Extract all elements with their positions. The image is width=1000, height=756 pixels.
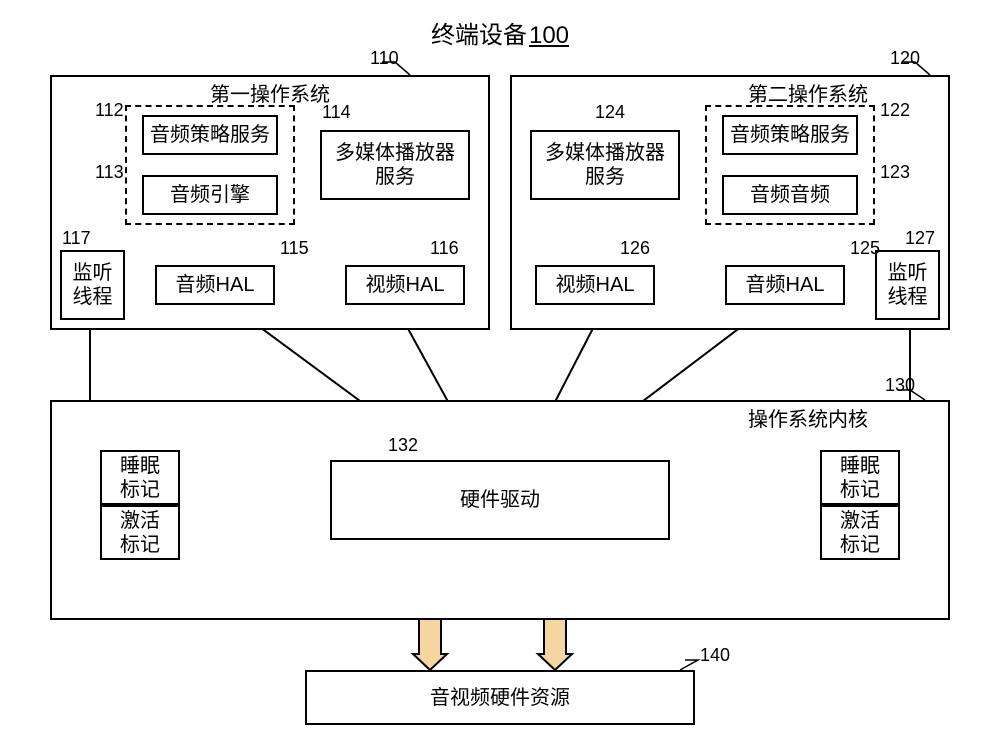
box-k_act_l: 激活标记	[100, 505, 180, 560]
box-os2_126: 视频HAL	[535, 265, 655, 305]
label-os2_125: 音频HAL	[746, 273, 825, 297]
callout-113: 113	[95, 162, 124, 183]
callout-117: 117	[62, 228, 91, 249]
callout-125: 125	[850, 238, 880, 259]
label-os1_114: 多媒体播放器服务	[335, 141, 455, 189]
callout-123: 123	[880, 162, 910, 183]
label-k_sleep_l: 睡眠标记	[120, 454, 160, 502]
label-os2_126: 视频HAL	[556, 273, 635, 297]
label-os1_115: 音频HAL	[176, 273, 255, 297]
box-k_sleep_l: 睡眠标记	[100, 450, 180, 505]
label-k_act_r: 激活标记	[840, 509, 880, 557]
callout-140: 140	[700, 645, 730, 666]
label-os2_123: 音频音频	[750, 183, 830, 207]
label-os1_113: 音频引擎	[170, 183, 250, 207]
callout-130: 130	[885, 375, 915, 396]
callout-122: 122	[880, 100, 910, 121]
diagram-title: 终端设备100	[0, 15, 1000, 50]
label-k_132: 硬件驱动	[460, 488, 540, 512]
box-os1_115: 音频HAL	[155, 265, 275, 305]
box-os2_124: 多媒体播放器服务	[530, 130, 680, 200]
box-os1_117: 监听线程	[60, 250, 125, 320]
box-os1_113: 音频引擎	[142, 175, 278, 215]
box-os1_114: 多媒体播放器服务	[320, 130, 470, 200]
label-os1_116: 视频HAL	[366, 273, 445, 297]
box-os2_122: 音频策略服务	[722, 115, 858, 155]
box-os2_125: 音频HAL	[725, 265, 845, 305]
callout-114: 114	[322, 102, 351, 123]
callout-124: 124	[595, 102, 625, 123]
callout-132: 132	[388, 435, 418, 456]
label-k_act_l: 激活标记	[120, 509, 160, 557]
box-os2_123: 音频音频	[722, 175, 858, 215]
label-k_sleep_r: 睡眠标记	[840, 454, 880, 502]
box-k_132: 硬件驱动	[330, 460, 670, 540]
callout-112: 112	[95, 100, 124, 121]
callout-115: 115	[280, 238, 309, 259]
callout-110: 110	[370, 48, 399, 69]
box-os1_112: 音频策略服务	[142, 115, 278, 155]
box-os2_127: 监听线程	[875, 250, 940, 320]
callout-126: 126	[620, 238, 650, 259]
label-os1_117: 监听线程	[73, 261, 113, 309]
callout-120: 120	[890, 48, 920, 69]
label-hw: 音视频硬件资源	[430, 686, 570, 710]
box-os1_116: 视频HAL	[345, 265, 465, 305]
box-k_sleep_r: 睡眠标记	[820, 450, 900, 505]
callout-116: 116	[430, 238, 459, 259]
label-os1_112: 音频策略服务	[150, 123, 270, 147]
box-hw: 音视频硬件资源	[305, 670, 695, 725]
label-kernel: 操作系统内核	[52, 408, 948, 432]
callout-127: 127	[905, 228, 935, 249]
label-os2_122: 音频策略服务	[730, 123, 850, 147]
label-os2_124: 多媒体播放器服务	[545, 141, 665, 189]
label-os2_127: 监听线程	[888, 261, 928, 309]
box-k_act_r: 激活标记	[820, 505, 900, 560]
